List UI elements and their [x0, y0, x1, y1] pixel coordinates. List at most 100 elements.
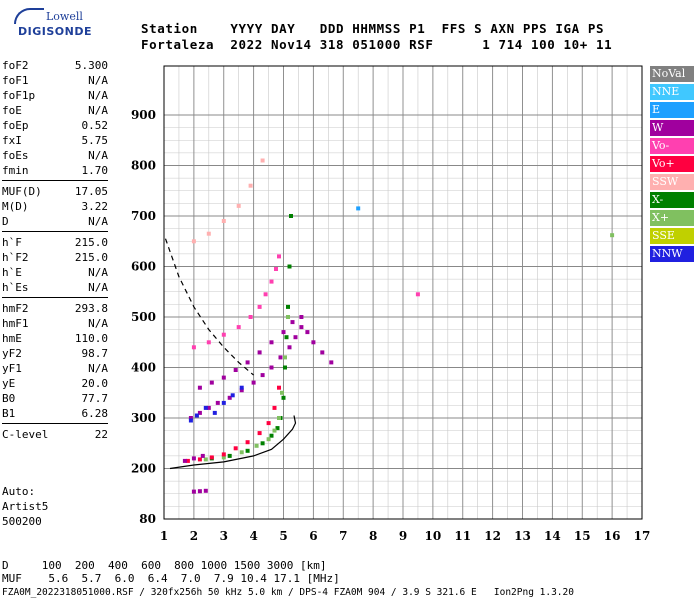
echo-point-vo	[191, 345, 196, 350]
legend-x: X+	[650, 210, 694, 226]
header-values: Fortaleza 2022 Nov14 318 051000 RSF 1 71…	[141, 37, 613, 52]
echo-point-w	[197, 410, 202, 415]
param-value: 77.7	[81, 392, 109, 405]
y-tick-label: 900	[131, 108, 156, 122]
echo-point-vo	[206, 340, 211, 345]
param-key: foF1	[2, 74, 29, 87]
echo-point-w	[311, 340, 316, 345]
echo-point-vo	[263, 292, 268, 297]
param-row-hes: h`Es N/A	[2, 280, 108, 295]
legend-x: X-	[650, 192, 694, 208]
param-key: hmF2	[2, 302, 29, 315]
echo-point-vo	[221, 332, 226, 337]
echo-point-vo	[257, 431, 262, 436]
param-key: MUF(D)	[2, 185, 42, 198]
auto-label: Auto:	[2, 485, 36, 498]
polarization-legend: NoVal NNE E W Vo- Vo+ SSW X- X+ SSE NNW	[650, 66, 694, 264]
echo-point-x	[269, 433, 274, 438]
x-tick-label: 1	[160, 529, 168, 543]
param-value: 215.0	[74, 236, 108, 249]
echo-point-vo	[248, 315, 253, 319]
param-key: h`F2	[2, 251, 29, 264]
x-tick-label: 8	[369, 529, 377, 543]
x-tick-label: 15	[574, 529, 591, 543]
echo-point-w	[191, 456, 196, 461]
auto-scaling-info: Auto: Artist5 500200	[2, 484, 48, 529]
echo-point-vo	[266, 421, 271, 426]
param-row-fmin: fmin 1.70	[2, 163, 108, 178]
x-tick-label: 5	[279, 529, 287, 543]
param-row-ye: yE 20.0	[2, 376, 108, 391]
echo-point-vo	[236, 325, 241, 330]
param-value: N/A	[88, 89, 108, 102]
echo-point-w	[287, 345, 292, 350]
muf-row: MUF 5.6 5.7 6.0 6.4 7.0 7.9 10.4 17.1 [M…	[2, 572, 340, 585]
x-tick-label: 7	[339, 529, 347, 543]
echo-point-nnw	[212, 410, 217, 415]
echo-point-x	[281, 395, 286, 400]
echo-point-w	[233, 368, 238, 372]
echo-point-vo	[415, 292, 420, 297]
echo-point-x	[275, 426, 280, 431]
echo-point-w	[260, 373, 265, 378]
param-value: 20.0	[81, 377, 109, 390]
echo-point-nnw	[230, 393, 235, 398]
param-value: 98.7	[81, 347, 109, 360]
param-value: 17.05	[74, 185, 108, 198]
echo-point-w	[227, 395, 232, 400]
echo-point-x	[610, 233, 615, 238]
echo-point-w	[281, 330, 286, 335]
y-tick-label: 400	[131, 361, 156, 375]
legend-w: W	[650, 120, 694, 136]
auto-version: 500200	[2, 515, 42, 528]
echo-point-nnw	[188, 418, 193, 423]
param-key: foF2	[2, 59, 29, 72]
echo-point-vo	[277, 385, 281, 390]
echo-point-w	[200, 453, 205, 458]
echo-point-vo	[277, 254, 281, 259]
legend-ssw: SSW	[650, 174, 694, 190]
echo-point-x	[272, 428, 277, 433]
echo-point-w	[215, 400, 220, 405]
param-row-b0: B0 77.7	[2, 391, 108, 406]
param-value: 215.0	[74, 251, 108, 264]
echo-point-vo	[209, 455, 214, 460]
echo-point-w	[329, 360, 334, 365]
echo-point-nnw	[194, 413, 199, 418]
distance-row: D 100 200 400 600 800 1000 1500 3000 [km…	[2, 559, 327, 572]
logo-digisonde: DIGISONDE	[18, 25, 92, 38]
echo-point-ssw	[236, 203, 241, 208]
y-tick-label: 600	[131, 260, 156, 274]
echo-point-w	[293, 335, 298, 340]
echo-point-ssw	[191, 239, 196, 244]
param-value: 22	[94, 428, 108, 441]
echo-point-w	[245, 360, 250, 365]
x-tick-label: 11	[454, 529, 471, 543]
legend-noval: NoVal	[650, 66, 694, 82]
param-key: B0	[2, 392, 16, 405]
profile-line-dashed	[164, 238, 254, 376]
plot-border	[163, 65, 643, 520]
param-value: N/A	[88, 317, 108, 330]
echo-point-ssw	[248, 183, 253, 188]
param-row-fxi: fxI 5.75	[2, 133, 108, 148]
param-row-mufd: MUF(D) 17.05	[2, 184, 108, 199]
echo-point-x	[203, 457, 208, 462]
param-key: fxI	[2, 134, 22, 147]
param-key: foF1p	[2, 89, 36, 102]
param-value: N/A	[88, 74, 108, 87]
echo-point-w	[206, 405, 211, 410]
echo-point-w	[299, 325, 304, 330]
x-tick-label: 9	[399, 529, 407, 543]
echo-point-vo	[257, 304, 262, 309]
param-row-fof2: foF2 5.300	[2, 58, 108, 73]
y-tick-label: 300	[131, 411, 156, 425]
param-value: 3.22	[81, 200, 109, 213]
x-tick-label: 12	[484, 529, 501, 543]
param-key: B1	[2, 407, 16, 420]
param-key: yF1	[2, 362, 22, 375]
echo-point-nnw	[239, 385, 244, 390]
param-key: hmF1	[2, 317, 29, 330]
legend-nnw: NNW	[650, 246, 694, 262]
